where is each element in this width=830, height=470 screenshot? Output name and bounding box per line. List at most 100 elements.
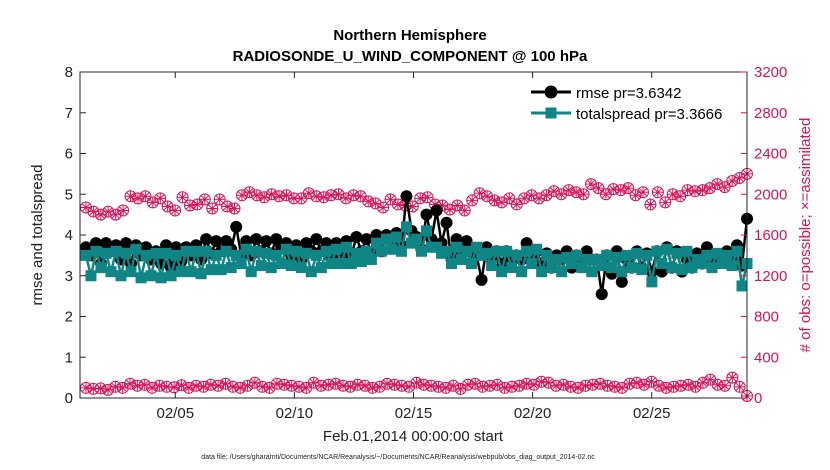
obs-count-point xyxy=(248,376,261,389)
totalspread-point xyxy=(556,266,568,278)
totalspread-point xyxy=(606,262,618,274)
y-right-tick-label: 1200 xyxy=(754,268,787,285)
rmse-point xyxy=(360,233,373,246)
obs-count-point xyxy=(599,188,612,201)
totalspread-point xyxy=(125,266,137,278)
footnote: data file: /Users/gharamti/Documents/NCA… xyxy=(201,454,595,461)
totalspread-point xyxy=(636,264,648,276)
obs-count-point xyxy=(117,204,130,217)
rmse-point xyxy=(350,231,363,244)
obs-count-point xyxy=(414,192,427,205)
rmse-point xyxy=(460,235,473,248)
obs-count-point xyxy=(354,190,367,203)
totalspread-point xyxy=(726,260,738,272)
y-tick-label: 6 xyxy=(65,146,73,163)
totalspread-point xyxy=(300,247,312,259)
obs-count-point xyxy=(682,378,695,391)
totalspread-point xyxy=(130,243,142,255)
totalspread-point xyxy=(671,247,683,259)
totalspread-point xyxy=(170,249,182,261)
totalspread-point xyxy=(646,276,658,288)
rmse-point xyxy=(475,273,488,286)
axes-layer: 02/05 02/10 02/15 02/20 02/25 0 1 2 3 4 5 6 7 8 0 400 80… xyxy=(65,64,788,422)
rmse-point xyxy=(595,288,608,301)
totalspread-point xyxy=(531,243,543,255)
obs-count-point xyxy=(644,198,657,211)
x-tick-label: 02/15 xyxy=(395,405,433,422)
obs-count-point xyxy=(652,379,665,392)
totalspread-point xyxy=(716,258,728,270)
totalspread-point xyxy=(611,251,623,263)
rmse-point xyxy=(210,235,223,248)
x-tick-label: 02/05 xyxy=(157,405,195,422)
series-layer xyxy=(79,167,753,402)
legend-box xyxy=(525,78,740,128)
totalspread-point xyxy=(571,249,583,261)
totalspread-point xyxy=(100,247,112,259)
y-tick-label: 3 xyxy=(65,268,73,285)
totalspread-point xyxy=(706,262,718,274)
totalspread-point xyxy=(325,258,337,270)
obs-count-point xyxy=(139,190,152,203)
obs-count-point xyxy=(384,193,397,206)
totalspread-point xyxy=(601,249,613,261)
y-tick-label: 2 xyxy=(65,309,73,326)
obs-count-point xyxy=(258,191,271,204)
y-axis-label: rmse and totalspread xyxy=(29,165,46,306)
obs-count-point xyxy=(491,378,504,391)
obs-count-point xyxy=(168,381,181,394)
totalspread-point xyxy=(506,262,518,274)
totalspread-point xyxy=(521,245,533,257)
totalspread-point xyxy=(110,245,122,257)
obs-count-point xyxy=(557,378,570,391)
totalspread-point xyxy=(586,266,598,278)
obs-count-point xyxy=(183,199,196,212)
totalspread-point xyxy=(621,249,633,261)
totalspread-point xyxy=(245,266,257,278)
legend: rmse pr=3.6342 totalspread pr=3.3666 xyxy=(525,78,740,128)
obs-count-point xyxy=(280,189,293,202)
totalspread-point xyxy=(641,249,653,261)
obs-count-point xyxy=(131,192,144,205)
y-right-tick-label: 400 xyxy=(754,349,779,366)
totalspread-point xyxy=(185,266,197,278)
y-right-tick-label: 2000 xyxy=(754,186,787,203)
totalspread-point xyxy=(180,245,192,257)
totalspread-point xyxy=(225,262,237,274)
obs-count-point xyxy=(235,189,248,202)
totalspread-point xyxy=(676,264,688,276)
totalspread-point xyxy=(175,266,187,278)
series-obs_possible_totalspread xyxy=(79,167,753,221)
totalspread-point xyxy=(200,245,212,257)
totalspread-point xyxy=(360,245,372,257)
totalspread-point xyxy=(355,255,367,267)
obs-count-point xyxy=(645,375,658,388)
totalspread-point xyxy=(335,258,347,270)
totalspread-point xyxy=(536,266,548,278)
obs-count-point xyxy=(659,196,672,209)
rmse-point xyxy=(420,208,433,221)
y-tick-label: 8 xyxy=(65,64,73,81)
totalspread-point xyxy=(390,231,402,243)
totalspread-point xyxy=(395,245,407,257)
obs-count-point xyxy=(198,193,211,206)
obs-count-point xyxy=(513,379,526,392)
obs-count-point xyxy=(347,189,360,202)
totalspread-point xyxy=(466,258,478,270)
y-tick-label: 1 xyxy=(65,349,73,366)
y-right-tick-label: 0 xyxy=(754,390,762,407)
obs-count-point xyxy=(176,191,189,204)
obs-count-point xyxy=(503,192,516,205)
obs-count-point xyxy=(146,381,159,394)
totalspread-point xyxy=(115,270,127,282)
totalspread-point xyxy=(240,243,252,255)
obs-count-point xyxy=(317,191,330,204)
obs-count-point xyxy=(622,182,635,195)
obs-count-point xyxy=(270,377,283,390)
rmse-point xyxy=(615,275,628,288)
totalspread-point xyxy=(265,262,277,274)
totalspread-point xyxy=(290,245,302,257)
totalspread-point xyxy=(315,262,327,274)
legend-totalspread-marker xyxy=(545,107,557,119)
obs-count-point xyxy=(273,190,286,203)
